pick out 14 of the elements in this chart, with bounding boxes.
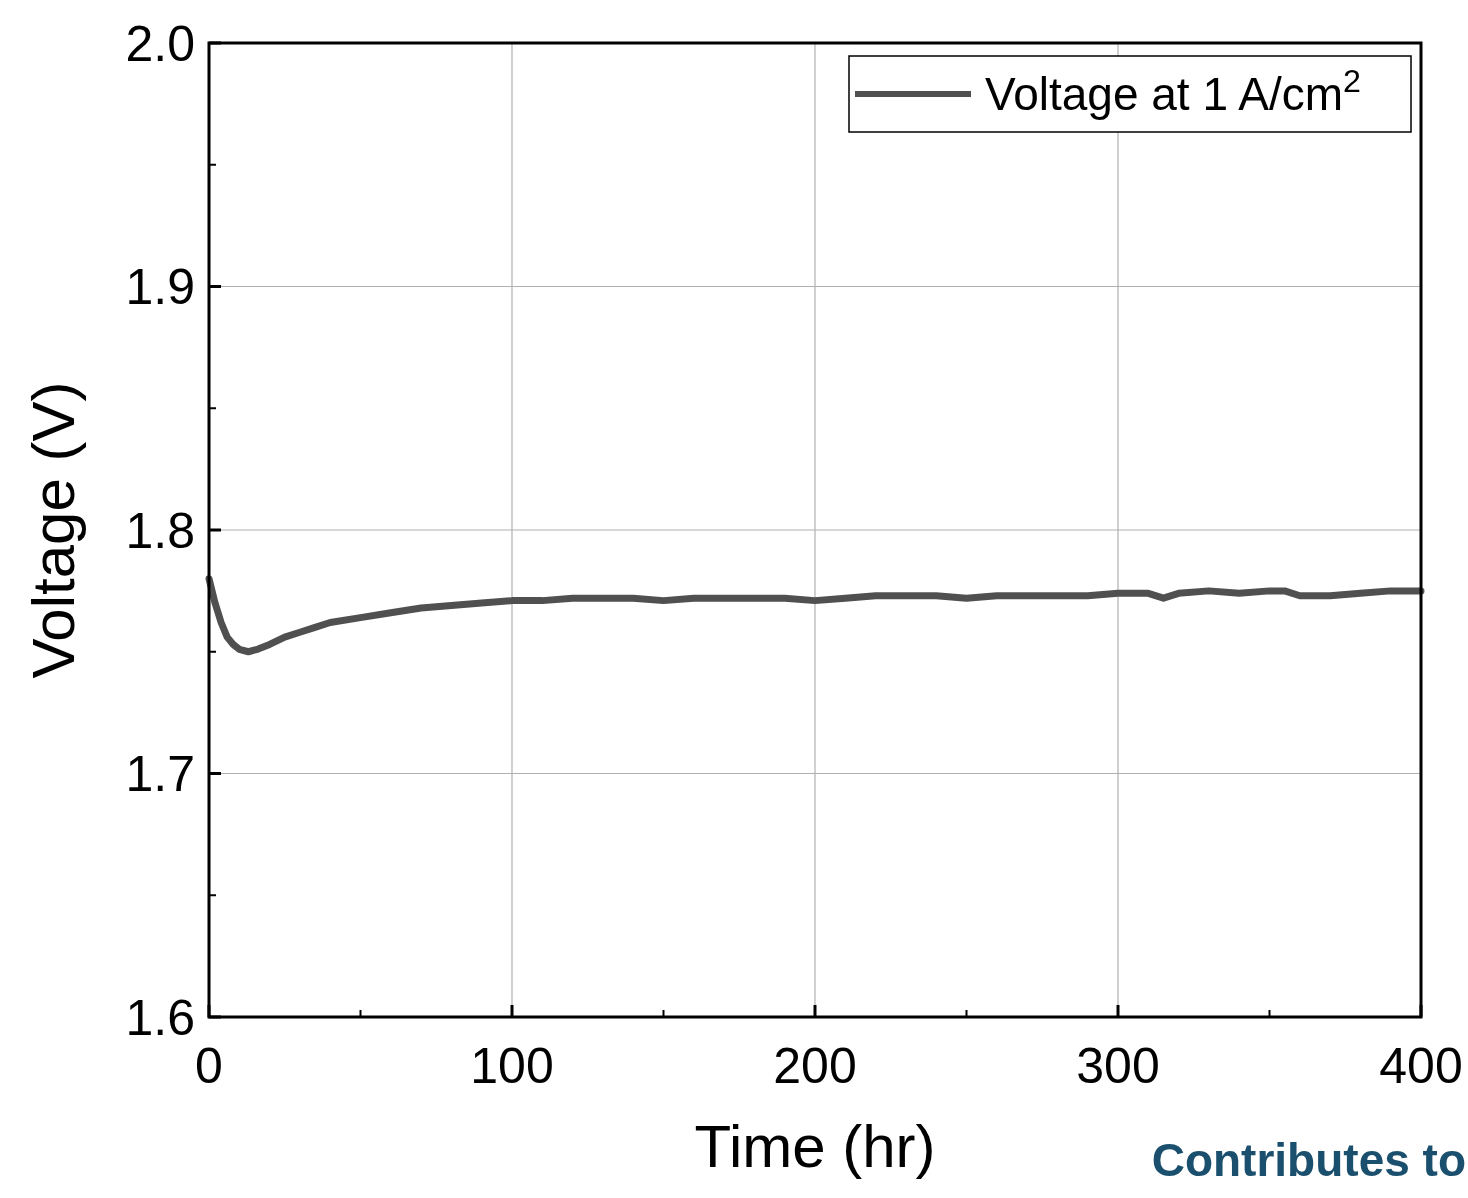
y-tick-label: 1.7 xyxy=(125,746,195,802)
x-tick-label: 200 xyxy=(773,1038,857,1094)
y-tick-label: 1.6 xyxy=(125,989,195,1046)
x-tick-label: 400 xyxy=(1379,1038,1463,1094)
y-tick-label: 1.8 xyxy=(125,502,195,559)
x-axis-title: Time (hr) xyxy=(694,1113,936,1180)
y-tick-label: 2.0 xyxy=(125,15,195,72)
text: Contributes to xyxy=(1151,1134,1466,1186)
x-tick-label: 300 xyxy=(1076,1038,1160,1094)
legend-label: Voltage at 1 A/cm$^{2}$ xyxy=(985,63,1361,121)
x-tick-label: 0 xyxy=(195,1038,223,1094)
y-tick-label: 1.9 xyxy=(125,259,195,315)
y-axis-title: Voltage (V) xyxy=(20,381,87,679)
x-tick-label: 100 xyxy=(470,1038,554,1094)
